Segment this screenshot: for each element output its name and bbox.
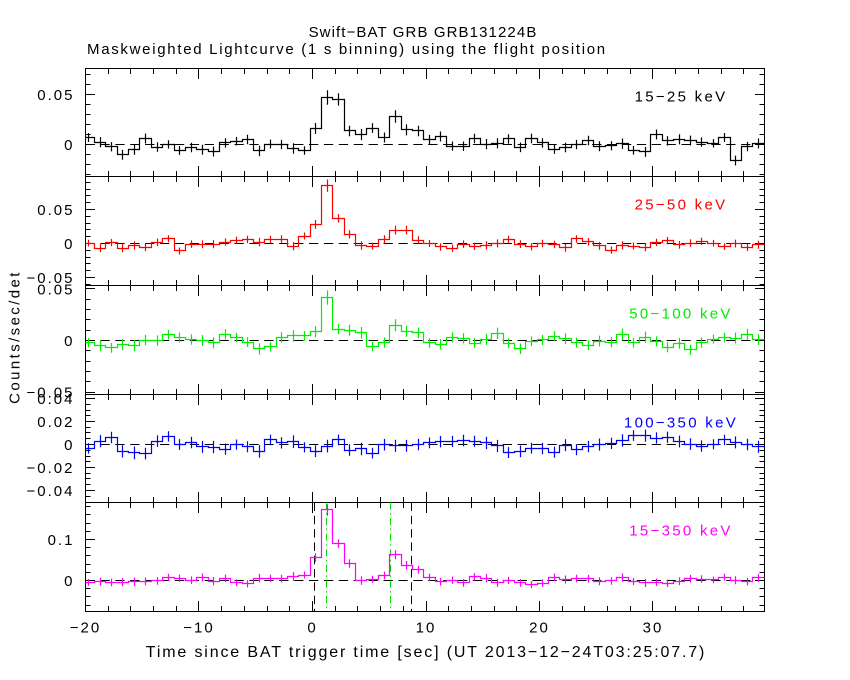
svg-text:0: 0: [64, 333, 74, 350]
svg-text:20: 20: [529, 620, 550, 637]
svg-text:50−100 keV: 50−100 keV: [629, 306, 733, 323]
svg-text:−0.02: −0.02: [27, 460, 75, 477]
svg-text:0: 0: [64, 573, 74, 590]
svg-text:0.05: 0.05: [37, 202, 74, 219]
svg-text:0: 0: [64, 137, 74, 154]
svg-text:30: 30: [643, 620, 664, 637]
svg-text:0.04: 0.04: [37, 391, 74, 408]
svg-text:0: 0: [64, 437, 74, 454]
svg-text:Time since BAT trigger time [s: Time since BAT trigger time [sec] (UT 20…: [146, 644, 706, 661]
svg-text:−10: −10: [183, 620, 214, 637]
svg-text:0.1: 0.1: [48, 532, 75, 549]
svg-text:10: 10: [416, 620, 437, 637]
svg-text:15−25 keV: 15−25 keV: [635, 89, 728, 106]
svg-text:−0.05: −0.05: [27, 270, 75, 287]
svg-text:Counts/sec/det: Counts/sec/det: [7, 270, 24, 404]
svg-text:100−350 keV: 100−350 keV: [624, 415, 738, 432]
svg-text:Swift−BAT GRB GRB131224B: Swift−BAT GRB GRB131224B: [309, 24, 538, 41]
svg-text:25−50 keV: 25−50 keV: [635, 197, 728, 214]
svg-text:0.02: 0.02: [37, 414, 74, 431]
svg-text:0: 0: [64, 236, 74, 253]
svg-text:−20: −20: [70, 620, 101, 637]
svg-text:15−350 keV: 15−350 keV: [629, 523, 733, 540]
svg-text:0: 0: [307, 620, 317, 637]
svg-text:0.05: 0.05: [37, 87, 74, 104]
svg-text:−0.04: −0.04: [27, 483, 75, 500]
svg-text:Maskweighted Lightcurve (1 s b: Maskweighted Lightcurve (1 s binning) us…: [87, 41, 607, 58]
svg-text:−0.05: −0.05: [27, 384, 75, 401]
svg-text:0.05: 0.05: [37, 281, 74, 298]
